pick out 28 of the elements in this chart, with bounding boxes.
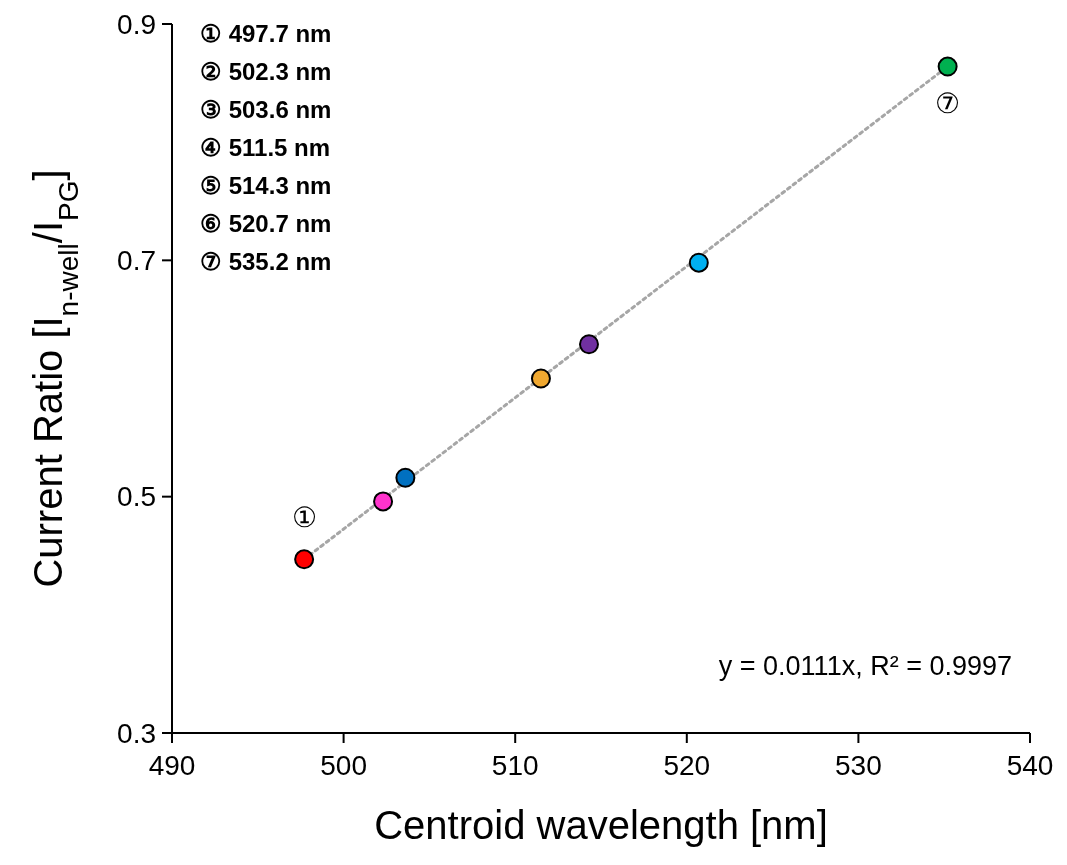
annotation: y = 0.0111x, R² = 0.9997 <box>718 651 1012 681</box>
point <box>530 368 551 389</box>
point <box>688 252 709 273</box>
y-tick-label: 0.7 <box>117 245 156 277</box>
annotation: ① 497.7 nm <box>200 20 332 47</box>
y-tick-label: 0.3 <box>117 717 156 749</box>
x-tick-label: 500 <box>320 750 367 781</box>
point <box>937 56 958 77</box>
annotation: ⑥ 520.7 nm <box>200 210 332 237</box>
x-axis-title: Centroid wavelength [nm] <box>374 803 828 847</box>
point <box>395 467 416 488</box>
annotation: ③ 503.6 nm <box>200 96 332 123</box>
x-tick-label: 530 <box>835 750 882 781</box>
annotation: ⑦ <box>935 87 961 119</box>
annotation: ① <box>291 502 317 534</box>
y-tick-label: 0.5 <box>117 481 156 513</box>
x-tick-label: 510 <box>491 750 539 781</box>
x-tick-label: 490 <box>148 750 196 781</box>
point <box>294 549 315 570</box>
x-tick-label: 520 <box>663 750 711 781</box>
y-tick-label: 0.9 <box>117 8 156 40</box>
point <box>373 491 394 512</box>
annotation: ⑤ 514.3 nm <box>200 172 332 199</box>
annotation: ② 502.3 nm <box>200 58 332 85</box>
annotation: ④ 511.5 nm <box>200 134 331 161</box>
annotation: ⑦ 535.2 nm <box>200 248 332 275</box>
point <box>578 334 599 355</box>
x-tick-label: 540 <box>1006 750 1054 781</box>
